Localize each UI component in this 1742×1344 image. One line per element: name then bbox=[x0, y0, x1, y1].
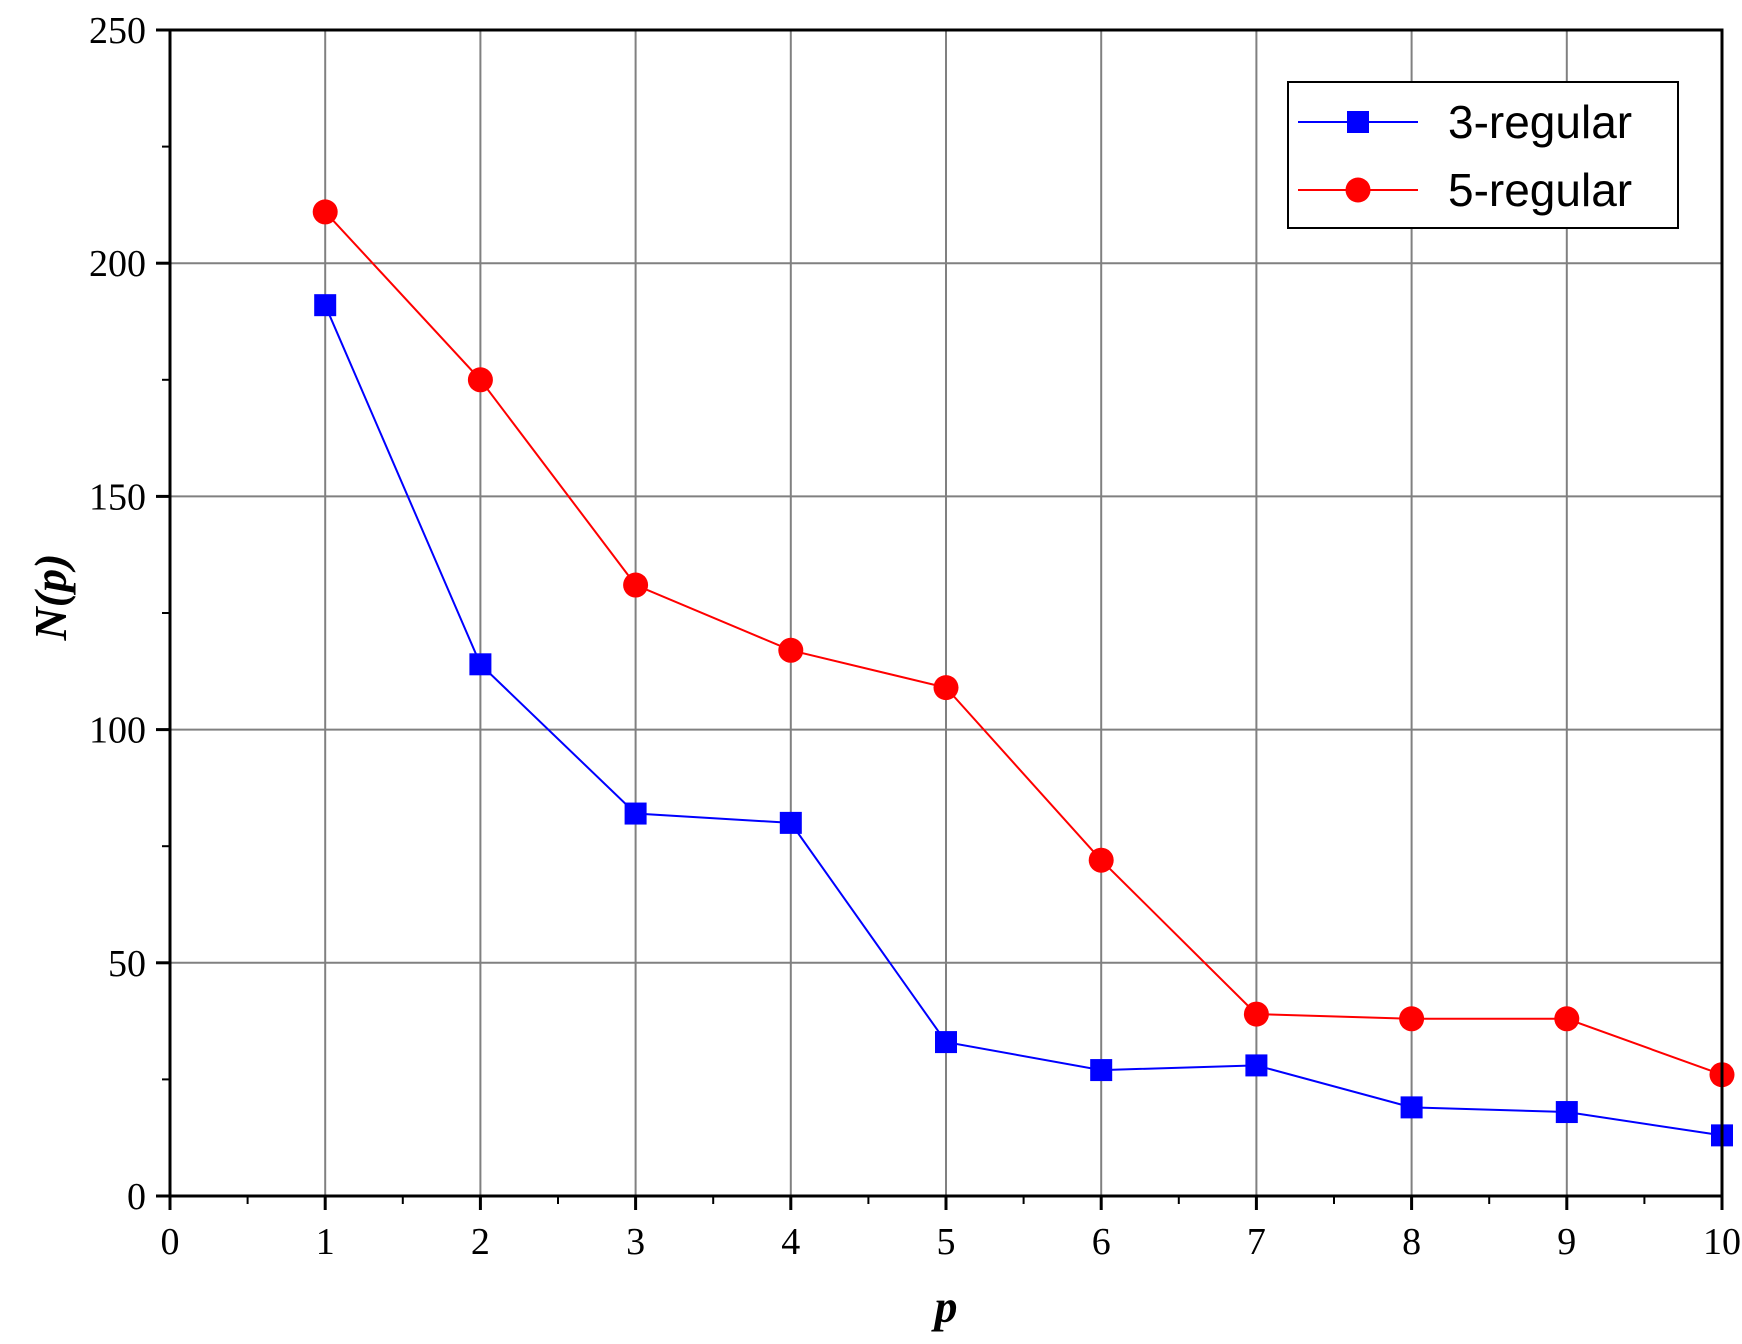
x-tick-label: 5 bbox=[937, 1221, 956, 1263]
x-tick-label: 7 bbox=[1247, 1221, 1266, 1263]
y-tick-label: 250 bbox=[89, 10, 146, 52]
y-tick-label: 150 bbox=[89, 476, 146, 518]
x-tick-label: 0 bbox=[161, 1221, 180, 1263]
legend-marker-5-regular bbox=[1345, 177, 1371, 203]
data-point-3-regular bbox=[469, 653, 492, 676]
y-axis-title: N(p) bbox=[25, 554, 76, 642]
data-point-3-regular bbox=[1555, 1101, 1578, 1124]
data-point-5-regular bbox=[312, 199, 338, 225]
legend-label: 3-regular bbox=[1448, 96, 1632, 148]
y-tick-label: 0 bbox=[127, 1176, 146, 1218]
y-tick-label: 200 bbox=[89, 243, 146, 285]
x-tick-label: 2 bbox=[471, 1221, 490, 1263]
data-point-5-regular bbox=[1399, 1006, 1425, 1032]
series-line-3-regular bbox=[324, 304, 1723, 1137]
data-point-3-regular bbox=[935, 1031, 957, 1054]
data-point-3-regular bbox=[314, 294, 337, 317]
series-line-5-regular bbox=[324, 211, 1723, 1076]
data-point-5-regular bbox=[1554, 1006, 1580, 1032]
series-5-regular bbox=[312, 199, 1735, 1088]
legend-item-5-regular: 5-regular bbox=[1298, 164, 1632, 216]
x-axis-title: p bbox=[931, 1281, 958, 1332]
legend: 3-regular 5-regular bbox=[1287, 81, 1679, 229]
legend-box bbox=[1287, 81, 1679, 229]
legend-label: 5-regular bbox=[1448, 164, 1632, 216]
plot-area-frame bbox=[168, 28, 1724, 1198]
x-tick-label: 8 bbox=[1402, 1221, 1421, 1263]
data-point-3-regular bbox=[624, 802, 647, 825]
x-tick-label: 1 bbox=[316, 1221, 335, 1263]
y-tick-label: 100 bbox=[89, 710, 146, 752]
data-point-3-regular bbox=[1245, 1054, 1268, 1077]
grid-lines bbox=[170, 30, 1722, 1196]
data-point-5-regular bbox=[1088, 847, 1114, 873]
y-tick-label: 50 bbox=[108, 943, 146, 985]
data-series bbox=[312, 199, 1735, 1147]
data-point-5-regular bbox=[623, 572, 649, 598]
legend-marker-3-regular bbox=[1347, 111, 1369, 133]
data-point-3-regular bbox=[779, 811, 802, 834]
data-point-5-regular bbox=[933, 675, 959, 701]
x-tick-label: 3 bbox=[626, 1221, 645, 1263]
x-tick-label: 10 bbox=[1703, 1221, 1741, 1263]
data-point-5-regular bbox=[778, 637, 804, 663]
data-point-5-regular bbox=[467, 367, 493, 393]
x-tick-label: 4 bbox=[781, 1221, 800, 1263]
legend-item-3-regular: 3-regular bbox=[1298, 96, 1632, 148]
x-tick-label: 6 bbox=[1092, 1221, 1111, 1263]
data-point-5-regular bbox=[1243, 1001, 1269, 1027]
data-point-3-regular bbox=[1400, 1096, 1423, 1119]
x-tick-label: 9 bbox=[1557, 1221, 1576, 1263]
data-point-3-regular bbox=[1090, 1059, 1113, 1082]
